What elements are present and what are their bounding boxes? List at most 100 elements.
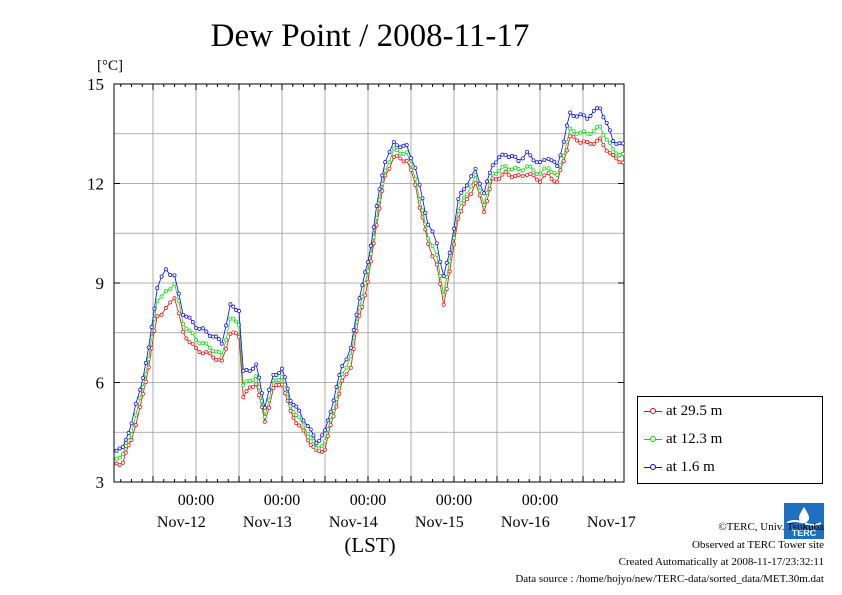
data-point	[334, 396, 339, 401]
data-point	[133, 401, 138, 406]
data-point	[464, 197, 469, 202]
data-point	[614, 156, 619, 161]
data-point	[620, 141, 625, 146]
data-point	[305, 424, 310, 429]
y-tick-label: 15	[87, 75, 104, 94]
data-point	[568, 134, 573, 139]
x-day-label: Nov-14	[329, 514, 378, 531]
data-point	[200, 326, 205, 331]
data-point	[459, 190, 464, 195]
data-point	[337, 383, 342, 388]
data-point	[503, 169, 508, 174]
data-point	[363, 270, 368, 275]
data-point	[354, 312, 359, 317]
y-tick-label: 3	[96, 473, 105, 492]
data-point	[578, 112, 583, 117]
data-point	[534, 160, 539, 165]
data-point	[133, 423, 138, 427]
data-point	[482, 191, 487, 196]
series-line	[116, 126, 623, 459]
data-point	[194, 325, 198, 330]
data-point	[462, 187, 466, 192]
data-point	[534, 171, 539, 176]
data-point	[204, 349, 209, 354]
data-point	[473, 166, 478, 171]
data-point	[493, 177, 498, 182]
data-point	[387, 159, 392, 164]
data-point	[251, 384, 255, 389]
data-point	[360, 283, 365, 288]
data-point	[114, 448, 119, 453]
data-point	[528, 171, 533, 176]
data-point	[181, 312, 186, 317]
data-point	[552, 159, 557, 164]
data-point	[558, 153, 563, 158]
data-point	[531, 158, 536, 163]
data-point	[444, 260, 449, 265]
data-point	[168, 300, 173, 305]
data-point	[611, 153, 616, 157]
data-point	[456, 208, 461, 213]
data-point	[138, 405, 143, 410]
data-point	[234, 331, 239, 336]
data-point	[311, 433, 316, 438]
data-point	[325, 418, 330, 423]
data-point	[184, 336, 189, 341]
data-point	[409, 156, 413, 161]
data-point	[344, 372, 349, 377]
data-point	[426, 241, 431, 246]
data-point	[588, 141, 593, 146]
data-point	[464, 183, 469, 188]
data-point	[216, 337, 221, 342]
data-point	[383, 168, 388, 173]
data-point	[334, 404, 339, 409]
data-point	[571, 134, 576, 139]
data-point	[510, 175, 514, 180]
data-point	[291, 402, 296, 407]
data-point	[561, 153, 566, 158]
data-point	[257, 375, 262, 380]
data-point	[277, 371, 282, 376]
data-point	[591, 141, 596, 146]
data-point	[607, 128, 612, 133]
data-point	[513, 154, 518, 159]
data-point	[391, 146, 396, 151]
legend-label: at 1.6 m	[666, 458, 715, 475]
data-point	[485, 179, 489, 184]
data-point	[320, 433, 325, 438]
legend-marker-blue	[644, 462, 662, 472]
data-point	[538, 171, 542, 176]
series-line	[116, 135, 623, 466]
data-point	[430, 254, 435, 259]
data-point	[401, 143, 406, 148]
data-point	[305, 432, 310, 437]
data-point	[251, 366, 255, 371]
data-point	[542, 173, 547, 178]
data-point	[497, 176, 502, 181]
y-tick-label: 6	[96, 374, 105, 393]
data-point	[441, 302, 446, 307]
data-point	[520, 173, 525, 178]
data-point	[391, 139, 396, 144]
data-point	[159, 294, 164, 299]
data-point	[219, 353, 224, 358]
data-point	[469, 191, 474, 196]
data-point	[244, 379, 249, 384]
data-point	[500, 164, 505, 169]
data-point	[462, 195, 466, 200]
data-point	[280, 366, 284, 371]
data-point	[297, 423, 302, 428]
data-point	[231, 304, 236, 309]
data-point	[334, 385, 339, 389]
data-point	[482, 209, 487, 214]
data-point	[520, 168, 525, 173]
data-point	[340, 364, 345, 368]
data-point	[391, 154, 396, 159]
data-point	[614, 151, 619, 156]
data-point	[149, 325, 154, 330]
data-point	[114, 456, 119, 461]
data-point	[497, 168, 502, 173]
data-point	[469, 184, 474, 189]
data-point	[447, 250, 452, 255]
data-point	[434, 241, 439, 246]
